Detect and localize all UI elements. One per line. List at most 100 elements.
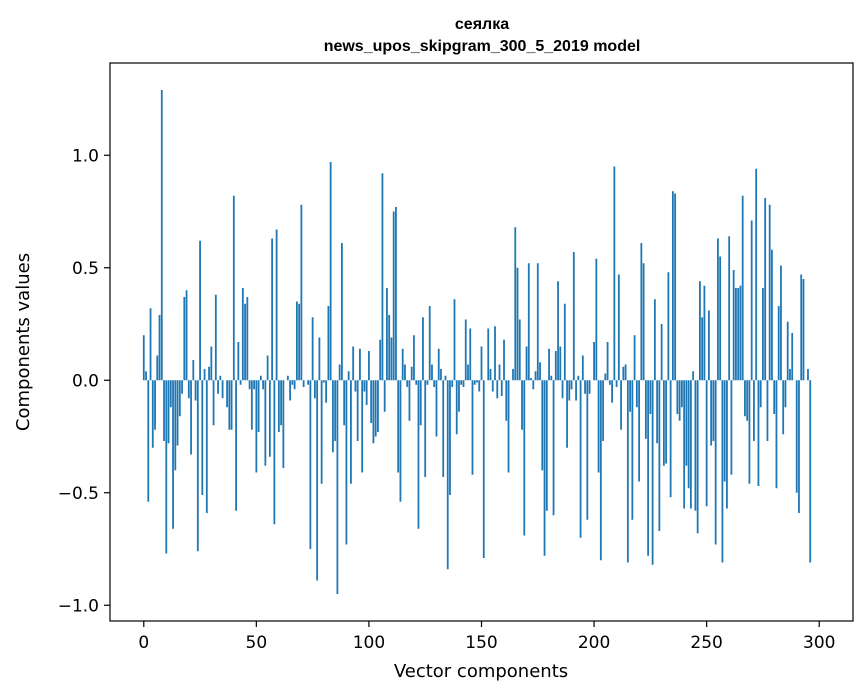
bar-160 — [503, 339, 505, 381]
bar-30 — [210, 346, 213, 381]
bar-193 — [577, 375, 580, 381]
bar-211 — [617, 274, 620, 381]
bar-11 — [167, 380, 170, 444]
bar-142 — [462, 380, 465, 387]
bar-134 — [444, 375, 447, 381]
bar-133 — [442, 380, 445, 477]
bar-291 — [798, 380, 800, 513]
bar-26 — [201, 380, 204, 495]
bar-235 — [671, 191, 674, 381]
bar-255 — [717, 238, 719, 381]
bar-108 — [386, 288, 388, 381]
bar-236 — [674, 193, 677, 381]
bar-186 — [561, 380, 564, 399]
bar-127 — [428, 306, 431, 381]
bar-39 — [230, 380, 233, 430]
bar-5 — [154, 380, 156, 430]
bar-204 — [602, 380, 604, 441]
bar-169 — [523, 380, 526, 536]
bar-222 — [642, 263, 645, 381]
bar-52 — [259, 375, 262, 381]
y-axis-ticks: −1.0 −0.5 0.0 0.5 1.0 — [58, 146, 110, 616]
bar-100 — [368, 351, 370, 381]
bar-267 — [744, 380, 746, 417]
bar-10 — [165, 380, 168, 554]
bar-65 — [289, 380, 292, 401]
bar-66 — [291, 380, 294, 385]
bar-15 — [176, 380, 179, 446]
bar-254 — [714, 380, 717, 545]
bar-84 — [332, 380, 334, 453]
bar-237 — [676, 380, 679, 414]
bar-167 — [518, 319, 521, 381]
bar-209 — [613, 166, 616, 381]
bar-231 — [662, 380, 665, 466]
plot-frame — [109, 62, 854, 622]
bar-93 — [352, 346, 355, 381]
bar-21 — [190, 380, 192, 455]
bar-60 — [277, 380, 280, 432]
bar-18 — [183, 297, 186, 381]
bar-177 — [541, 380, 544, 471]
y-axis-label: Components values — [13, 253, 34, 431]
bar-70 — [300, 204, 303, 381]
bar-24 — [196, 380, 199, 552]
y-tick-label: −1.0 — [58, 596, 99, 616]
bar-55 — [266, 355, 269, 381]
bar-83 — [329, 162, 332, 381]
bar-31 — [212, 380, 215, 426]
bar-14 — [174, 380, 177, 471]
bar-173 — [532, 380, 535, 390]
bar-45 — [244, 303, 246, 381]
bar-140 — [458, 380, 460, 412]
bar-119 — [410, 366, 413, 381]
bar-17 — [181, 380, 183, 394]
bar-238 — [678, 380, 681, 421]
bar-54 — [264, 380, 267, 466]
bar-57 — [271, 238, 274, 381]
bar-201 — [595, 258, 598, 381]
bar-266 — [741, 195, 744, 381]
bar-101 — [370, 380, 373, 423]
bar-88 — [341, 243, 343, 381]
bar-123 — [419, 380, 422, 426]
bar-200 — [593, 342, 595, 381]
bar-81 — [325, 380, 328, 403]
bar-225 — [649, 380, 652, 414]
bar-229 — [658, 380, 661, 531]
bar-287 — [789, 369, 791, 381]
bar-33 — [217, 380, 219, 394]
bar-227 — [653, 299, 656, 381]
bar-3 — [149, 308, 152, 381]
x-tick-label: 0 — [138, 633, 149, 653]
bar-214 — [624, 364, 627, 381]
bar-223 — [644, 380, 647, 439]
bar-53 — [262, 380, 264, 390]
x-axis-label: Vector components — [394, 661, 568, 682]
bar-147 — [473, 380, 476, 385]
bar-218 — [633, 335, 636, 381]
x-tick-label: 150 — [465, 633, 497, 653]
bar-171 — [527, 263, 530, 381]
bar-137 — [451, 380, 454, 387]
bar-172 — [530, 378, 532, 381]
bar-105 — [379, 339, 382, 381]
bar-274 — [759, 380, 762, 408]
bar-96 — [359, 348, 361, 381]
bar-158 — [498, 364, 501, 381]
bar-115 — [401, 348, 404, 381]
bar-125 — [424, 380, 427, 477]
bar-174 — [534, 371, 537, 381]
bar-275 — [762, 288, 764, 381]
bar-62 — [282, 380, 285, 468]
bar-162 — [507, 380, 510, 473]
bar-23 — [194, 380, 197, 401]
bar-34 — [219, 375, 222, 381]
bar-90 — [345, 380, 348, 545]
bar-116 — [404, 364, 406, 381]
bar-151 — [482, 380, 485, 558]
bar-192 — [575, 380, 577, 401]
bar-207 — [608, 380, 611, 385]
bar-272 — [755, 168, 758, 381]
